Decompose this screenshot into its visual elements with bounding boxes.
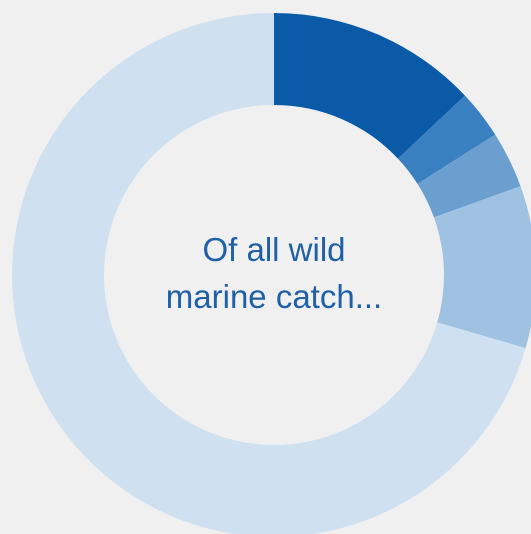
center-text-line-2: marine catch...: [166, 278, 382, 315]
donut-slice-1: [274, 13, 465, 159]
center-text-line-1: Of all wild: [202, 231, 345, 268]
donut-slice-3: [417, 134, 521, 218]
donut-slice-5: [12, 13, 526, 534]
donut-slice-4: [433, 186, 531, 349]
donut-slices: [12, 13, 531, 534]
donut-slice-2: [397, 95, 496, 184]
